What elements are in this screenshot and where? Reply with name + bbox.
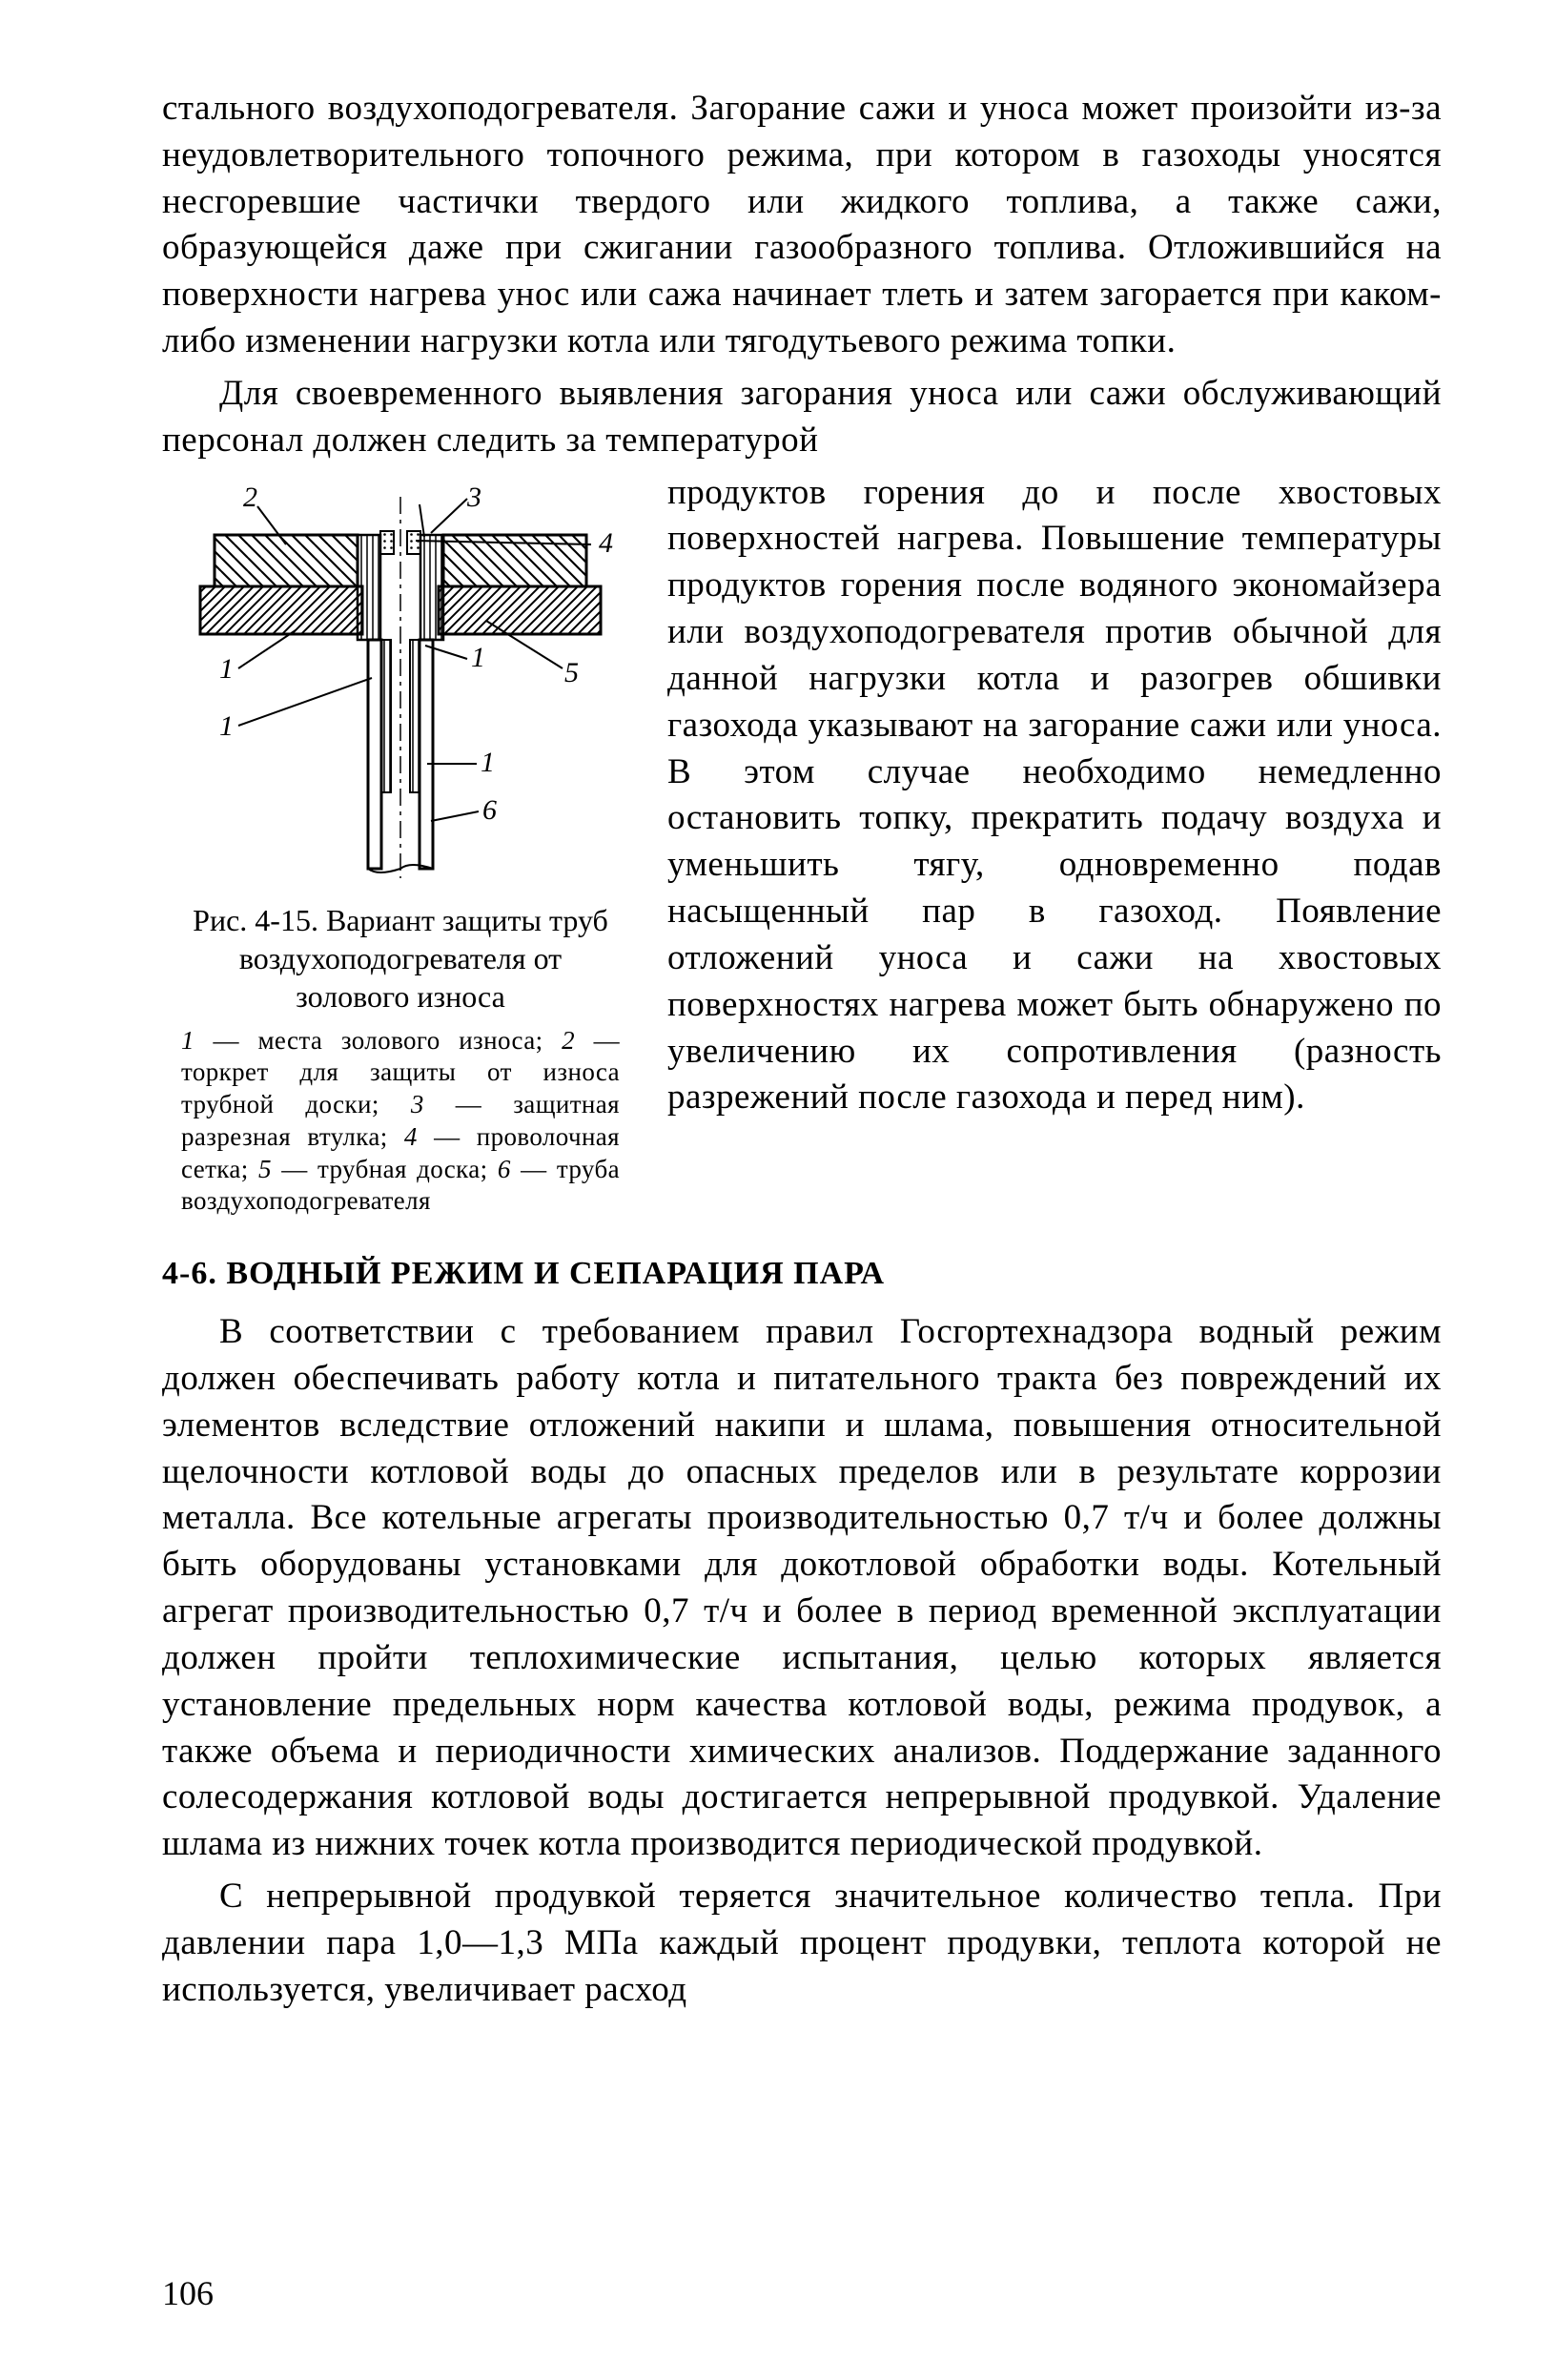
paragraph-1: стального воздухоподогревателя. Загорани… (162, 86, 1442, 365)
figure-label-3: 3 (466, 482, 481, 513)
figure-label-4: 4 (599, 527, 613, 559)
figure-label-5: 5 (564, 657, 579, 688)
figure-4-15-diagram: 2 3 4 5 1 1 1 1 (181, 478, 620, 888)
figure-label-1a: 1 (219, 653, 234, 685)
paragraph-4: С непрерывной продувкой теряется значите… (162, 1874, 1442, 2013)
right-column: продуктов горения до и после хвостовых п… (667, 470, 1442, 1219)
figure-label-1b: 1 (219, 710, 234, 742)
figure-label-1c: 1 (471, 642, 485, 673)
page-number: 106 (162, 2273, 214, 2313)
figure-label-6: 6 (482, 794, 497, 826)
figure-label-1d: 1 (481, 747, 495, 778)
figure-column: 2 3 4 5 1 1 1 1 (162, 470, 639, 1219)
paragraph-2-continued: продуктов горения до и после хвостовых п… (667, 470, 1442, 1122)
figure-text-row: 2 3 4 5 1 1 1 1 (162, 470, 1442, 1219)
page: стального воздухоподогревателя. Загорани… (0, 0, 1556, 2380)
paragraph-2-lead: Для своевременного выявления загорания у… (162, 371, 1442, 464)
paragraph-3: В соответствии с требованием правил Госг… (162, 1309, 1442, 1868)
figure-caption: Рис. 4-15. Вариант защиты труб воздухопо… (181, 901, 620, 1016)
section-heading-4-6: 4-6. ВОДНЫЙ РЕЖИМ И СЕПАРАЦИЯ ПАРА (162, 1256, 1442, 1292)
figure-legend: 1 — места золового износа; 2 — торкрет д… (181, 1025, 620, 1219)
figure-label-2: 2 (243, 482, 257, 513)
